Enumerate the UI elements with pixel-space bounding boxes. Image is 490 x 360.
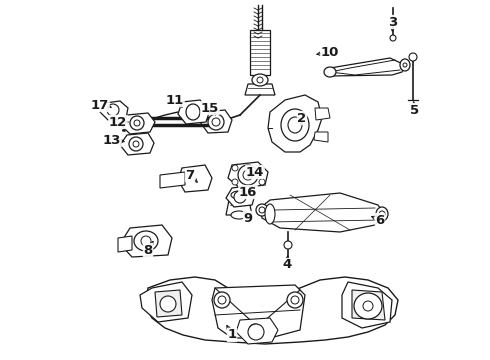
Polygon shape (100, 101, 128, 120)
Polygon shape (226, 195, 252, 215)
Polygon shape (352, 290, 385, 320)
Ellipse shape (129, 137, 143, 151)
Ellipse shape (234, 191, 246, 203)
Ellipse shape (249, 324, 261, 336)
Ellipse shape (218, 296, 226, 304)
Polygon shape (145, 277, 398, 344)
Polygon shape (160, 172, 185, 188)
Text: 6: 6 (375, 213, 385, 226)
Ellipse shape (107, 104, 119, 116)
Ellipse shape (134, 231, 158, 251)
Ellipse shape (231, 191, 247, 199)
Ellipse shape (409, 53, 417, 61)
Text: 17: 17 (91, 99, 109, 112)
Text: 12: 12 (109, 116, 127, 129)
Polygon shape (236, 318, 278, 344)
Polygon shape (245, 84, 275, 95)
Polygon shape (314, 132, 328, 142)
Ellipse shape (324, 67, 336, 77)
Ellipse shape (259, 207, 265, 213)
Ellipse shape (390, 35, 396, 41)
Polygon shape (120, 225, 172, 257)
Ellipse shape (258, 165, 264, 171)
Text: 11: 11 (166, 94, 184, 107)
Ellipse shape (231, 211, 247, 219)
Ellipse shape (265, 204, 275, 224)
Ellipse shape (379, 211, 385, 217)
Ellipse shape (130, 116, 144, 130)
Ellipse shape (248, 324, 264, 340)
Ellipse shape (160, 296, 176, 312)
Polygon shape (200, 110, 232, 133)
Ellipse shape (354, 293, 382, 319)
Ellipse shape (288, 117, 302, 133)
Polygon shape (250, 30, 270, 75)
Ellipse shape (376, 207, 388, 221)
Ellipse shape (134, 120, 140, 126)
Ellipse shape (259, 179, 265, 185)
Ellipse shape (238, 165, 258, 185)
Ellipse shape (257, 77, 263, 83)
Polygon shape (120, 113, 155, 134)
Polygon shape (268, 95, 322, 152)
Text: 8: 8 (144, 243, 152, 257)
Text: 2: 2 (297, 112, 307, 125)
Ellipse shape (141, 236, 151, 246)
Text: 10: 10 (321, 45, 339, 59)
Polygon shape (120, 133, 154, 155)
Text: 9: 9 (244, 212, 252, 225)
Text: 14: 14 (246, 166, 264, 179)
Polygon shape (140, 282, 192, 322)
Text: 13: 13 (103, 134, 121, 147)
Polygon shape (178, 100, 210, 124)
Polygon shape (228, 162, 268, 188)
Polygon shape (342, 282, 392, 328)
Ellipse shape (403, 63, 407, 67)
Text: 1: 1 (227, 328, 237, 342)
Ellipse shape (243, 170, 253, 180)
Ellipse shape (256, 204, 268, 216)
Text: 3: 3 (389, 15, 397, 28)
Polygon shape (260, 193, 385, 232)
Ellipse shape (186, 104, 200, 120)
Ellipse shape (214, 292, 230, 308)
Ellipse shape (208, 114, 224, 130)
Polygon shape (315, 108, 330, 120)
Ellipse shape (232, 179, 238, 185)
Ellipse shape (232, 165, 238, 171)
Text: 16: 16 (239, 185, 257, 198)
Ellipse shape (287, 292, 303, 308)
Text: 4: 4 (282, 258, 292, 271)
Polygon shape (118, 236, 132, 252)
Text: 5: 5 (411, 104, 419, 117)
Ellipse shape (400, 59, 410, 71)
Ellipse shape (133, 141, 139, 147)
Text: 15: 15 (201, 102, 219, 114)
Polygon shape (178, 165, 212, 192)
Ellipse shape (291, 296, 299, 304)
Ellipse shape (212, 118, 220, 126)
Text: 7: 7 (185, 168, 195, 181)
Ellipse shape (281, 109, 309, 141)
Ellipse shape (363, 301, 373, 311)
Polygon shape (330, 58, 405, 76)
Ellipse shape (252, 74, 268, 86)
Polygon shape (226, 186, 255, 207)
Polygon shape (155, 290, 182, 317)
Polygon shape (212, 285, 305, 338)
Ellipse shape (284, 241, 292, 249)
